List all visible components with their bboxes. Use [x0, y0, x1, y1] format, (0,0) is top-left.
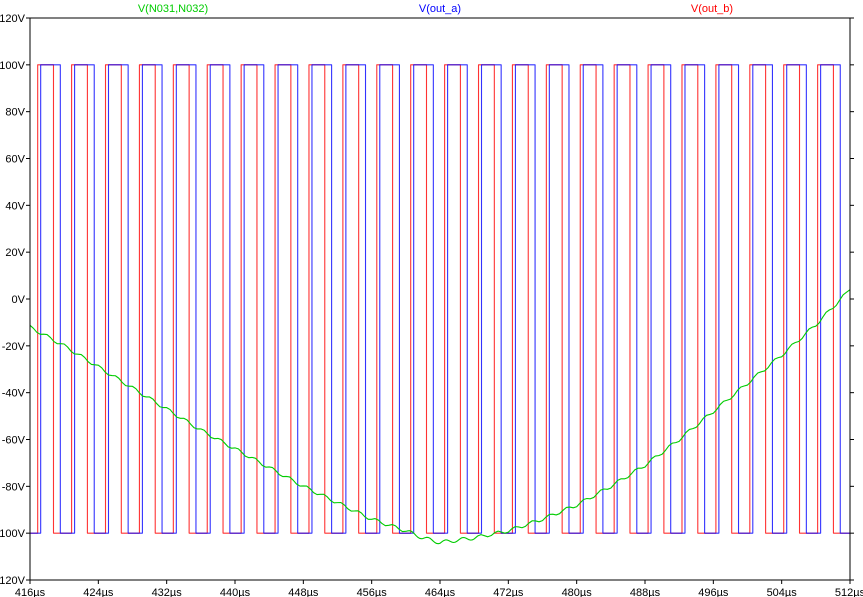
legend-entry[interactable]: V(N031,N032) — [138, 3, 208, 15]
x-tick-label: 472µs — [493, 587, 524, 597]
legend: V(N031,N032) V(out_a) V(out_b) — [138, 3, 733, 15]
legend-entry[interactable]: V(out_a) — [419, 3, 461, 15]
x-tick-label: 456µs — [357, 587, 388, 597]
y-tick-label: -40V — [2, 388, 26, 400]
legend-entry[interactable]: V(out_b) — [691, 3, 733, 15]
y-tick-label: -20V — [2, 341, 26, 353]
y-tick-label: 80V — [5, 107, 25, 119]
series-line-1 — [30, 289, 850, 545]
y-tick-label: 100V — [0, 60, 26, 72]
x-tick-label: 448µs — [288, 587, 319, 597]
x-tick-label: 480µs — [562, 587, 593, 597]
x-tick-label: 424µs — [83, 587, 114, 597]
y-tick-label: 40V — [5, 200, 25, 212]
y-tick-label: -120V — [0, 575, 26, 587]
series-line-3 — [30, 64, 850, 534]
y-tick-label: -100V — [0, 528, 26, 540]
x-tick-label: 488µs — [630, 587, 661, 597]
x-tick-label: 504µs — [767, 587, 798, 597]
y-tick-label: 0V — [12, 294, 26, 306]
y-tick-label: 60V — [5, 154, 25, 166]
x-tick-label: 440µs — [220, 587, 251, 597]
y-tick-label: 20V — [5, 247, 25, 259]
plot-frame — [29, 17, 851, 581]
x-tick-label: 432µs — [152, 587, 183, 597]
axes: 120V 100V 80V 60V 40V 20V 0V -20V -40V -60V -80V -1… — [0, 13, 863, 597]
y-tick-label: -60V — [2, 435, 26, 447]
y-tick-label: 120V — [0, 13, 26, 25]
x-tick-label: 496µs — [698, 587, 729, 597]
series-layer — [30, 64, 850, 545]
x-tick-label: 512µs — [835, 587, 863, 597]
x-tick-label: 416µs — [15, 587, 46, 597]
y-tick-label: -80V — [2, 481, 26, 493]
x-tick-label: 464µs — [425, 587, 456, 597]
series-line-2 — [30, 64, 850, 534]
